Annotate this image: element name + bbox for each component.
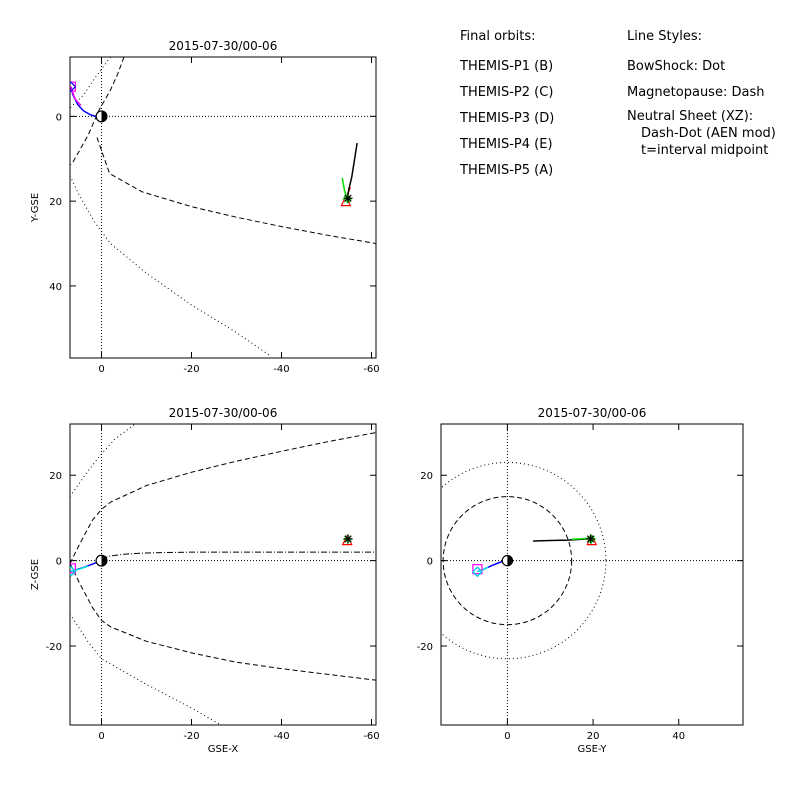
- earth-night-side: [101, 555, 107, 567]
- magnetopause-circle: [442, 496, 573, 626]
- orbit-line-themis-p5-a-: [70, 86, 82, 106]
- x-axis-label: GSE-X: [208, 744, 239, 755]
- earth-night-side: [507, 555, 513, 566]
- legend-entry-p2: THEMIS-P2 (C): [459, 85, 553, 100]
- bowshock-circle: [441, 461, 607, 660]
- x-tick-label: 20: [587, 731, 600, 742]
- legend-entry-p4: THEMIS-P4 (E): [459, 137, 553, 152]
- y-tick-label: -20: [417, 642, 433, 653]
- x-tick-label: -20: [183, 731, 199, 742]
- plot-area: [70, 424, 376, 725]
- x-tick-label: -60: [363, 364, 379, 375]
- orbits-legend-heading: Final orbits:: [460, 29, 536, 44]
- x-tick-label: 0: [98, 364, 104, 375]
- plot-frame: [69, 56, 377, 359]
- xz-panel: 2015-07-30/00-06 0 -20 -40 -60 20 0 -20 GSE-X Z-G…: [30, 406, 380, 755]
- legend-entry-p3: THEMIS-P3 (D): [459, 111, 554, 126]
- line-style-neutral-sheet: Neutral Sheet (XZ):: [627, 109, 753, 124]
- x-tick-label: -60: [363, 731, 379, 742]
- x-tick-label: -40: [273, 731, 289, 742]
- plot-area: [441, 424, 743, 725]
- magnetopause-curve: [96, 137, 376, 245]
- x-axis-label: GSE-Y: [578, 744, 608, 755]
- x-tick-label: 0: [98, 731, 104, 742]
- y-tick-label: -20: [46, 642, 62, 653]
- marker-asterisk-themis-p3-d-: [343, 193, 353, 203]
- marker-diamond-themis-p4-e-: [70, 81, 77, 93]
- x-tick-label: -40: [273, 364, 289, 375]
- plot-area: [70, 57, 376, 358]
- magnetopause-curve: [70, 563, 376, 681]
- plot-frame: [69, 423, 377, 726]
- line-style-midpoint-note: t=interval midpoint: [641, 143, 768, 158]
- marker-diamond-themis-p3-d-: [70, 565, 77, 577]
- bowshock-curve: [70, 424, 136, 497]
- xy-panel: 2015-07-30/00-06 0 -20 -40 -60 0 20 40 Y-GSE: [30, 39, 380, 375]
- panel-title: 2015-07-30/00-06: [538, 406, 647, 420]
- magnetopause-curve: [70, 432, 376, 564]
- x-tick-label: 0: [504, 731, 510, 742]
- yz-panel: 2015-07-30/00-06 0 20 40 20 0 -20 GSE-Y: [417, 406, 744, 755]
- line-styles-heading: Line Styles:: [627, 29, 702, 44]
- orbits-legend: Final orbits: THEMIS-P1 (B) THEMIS-P2 (C…: [459, 29, 554, 178]
- y-axis-label: Z-GSE: [30, 559, 41, 590]
- y-tick-label: 20: [49, 197, 62, 208]
- orbit-line-orbit-track: [346, 142, 358, 200]
- marker-square-themis-p5-a-: [70, 563, 77, 574]
- orbit-line-themis-p3-d-: [70, 565, 89, 573]
- panel-title: 2015-07-30/00-06: [169, 406, 278, 420]
- x-tick-label: 40: [672, 731, 685, 742]
- neutral-sheet-curve: [101, 551, 376, 559]
- y-tick-label: 0: [427, 557, 433, 568]
- y-tick-label: 0: [56, 112, 62, 123]
- marker-asterisk-themis-p3-d-: [586, 534, 596, 544]
- bowshock-curve: [70, 175, 271, 357]
- y-tick-label: 0: [56, 557, 62, 568]
- earth-night-side: [101, 110, 107, 122]
- y-tick-label: 20: [420, 471, 433, 482]
- x-tick-label: -20: [183, 364, 199, 375]
- plot-frame: [440, 423, 744, 726]
- bowshock-curve: [70, 613, 222, 725]
- y-tick-label: 40: [49, 282, 62, 293]
- line-style-dashdot: Dash-Dot (AEN mod): [641, 126, 776, 141]
- legend-entry-p5: THEMIS-P5 (A): [459, 163, 553, 178]
- line-style-bowshock: BowShock: Dot: [627, 59, 725, 74]
- y-axis-label: Y-GSE: [30, 193, 41, 223]
- legend-entry-p1: THEMIS-P1 (B): [459, 59, 553, 74]
- line-styles-legend: Line Styles: BowShock: Dot Magnetopause:…: [627, 29, 776, 158]
- magnetopause-curve: [70, 57, 125, 166]
- line-style-magnetopause: Magnetopause: Dash: [627, 85, 764, 100]
- panel-title: 2015-07-30/00-06: [169, 39, 278, 53]
- marker-diamond-themis-p3-d-: [472, 566, 483, 578]
- marker-square-themis-p5-a-: [472, 564, 483, 575]
- marker-asterisk-themis-p3-d-: [343, 534, 353, 544]
- y-tick-label: 20: [49, 471, 62, 482]
